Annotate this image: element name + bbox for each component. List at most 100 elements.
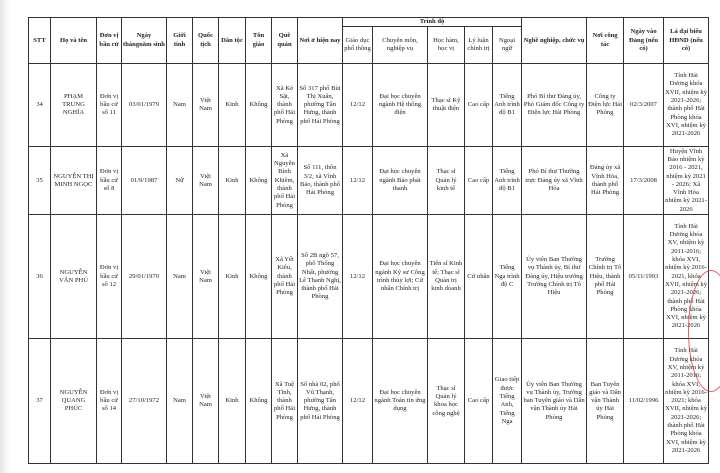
- header-job: Nghề nghiệp, chức vụ: [521, 16, 588, 65]
- cell-language: Tiếng Anh trình độ B1: [491, 63, 523, 148]
- cell-major: Đại học chuyên ngành Toán tin ứng dụng: [372, 338, 428, 465]
- cell-job: Phó Bí thư Thường trực Đảng ủy xã Vĩnh H…: [521, 146, 588, 216]
- cell-general-edu: 12/12: [342, 214, 373, 340]
- header-gender: Giới tính: [166, 16, 193, 65]
- cell-unit: Đơn vị bầu cử số 11: [96, 63, 122, 148]
- header-party-date: Ngày vào Đảng (nếu có): [623, 16, 665, 65]
- cell-gender: Nam: [166, 214, 193, 340]
- cell-name: NGUYỄN VĂN PHÚ: [50, 214, 97, 340]
- cell-name: NGUYỄN THỊ MINH NGỌC: [50, 146, 97, 216]
- cell-workplace: Đảng ủy xã Vĩnh Hòa, thành phố Hải Phòng: [586, 146, 625, 216]
- cell-residence: Số 111, thôn 3/2, xã Vĩnh Bảo, thành phố…: [297, 146, 343, 216]
- cell-dob: 03/01/1979: [121, 63, 167, 148]
- table-row: 37 NGUYỄN QUANG PHÚC Đơn vị bầu cử số 14 27…: [28, 338, 710, 465]
- cell-party-date: 11/02/1996: [623, 338, 665, 465]
- cell-degree: Thạc sĩ Quản lý kinh tế: [427, 146, 465, 216]
- cell-name: NGUYỄN QUANG PHÚC: [50, 338, 97, 465]
- cell-party-date: 17/3/2008: [623, 146, 665, 216]
- cell-political: Cử nhân: [464, 214, 493, 340]
- cell-residence: Số 317 phố Bùi Thị Xuân, phường Tân Hưng…: [297, 63, 343, 148]
- cell-residence: Số nhà 02, phố Vũ Thạnh, phường Tân Hưng…: [297, 338, 343, 465]
- cell-major: Đại học chuyên ngành Hệ thống điện: [372, 63, 428, 148]
- cell-religion: Không: [245, 63, 272, 148]
- candidate-table: STT Họ và tên Đơn vị bầu cử Ngày thángnă…: [28, 16, 710, 465]
- table-row: 35 NGUYỄN THỊ MINH NGỌC Đơn vị bầu cử số 8…: [28, 146, 710, 216]
- cell-job: Ủy viên Ban Thường vụ Thành ủy, Trưởng b…: [521, 338, 588, 465]
- cell-nationality: Việt Nam: [192, 338, 219, 465]
- header-political: Lý luận chính trị: [464, 26, 493, 65]
- cell-job: Ủy viên Ban Thường vụ Thành ủy, Bí thư Đ…: [521, 214, 588, 340]
- header-language: Ngoại ngữ: [491, 26, 523, 65]
- cell-ethnicity: Kinh: [218, 214, 246, 340]
- cell-degree: Thạc sĩ Quản lý khoa học công nghệ: [427, 338, 465, 465]
- cell-hometown: Xã Nguyễn Bỉnh Khiêm, thành phố Hải Phòn…: [271, 146, 298, 216]
- cell-major: Đại học chuyên ngành Kỹ sư Công trình th…: [372, 214, 428, 340]
- header-ethnicity: Dân tộc: [218, 16, 246, 65]
- cell-degree: Thạc sĩ Kỹ thuật điện: [427, 63, 465, 148]
- cell-political: Cao cấp: [464, 63, 493, 148]
- cell-unit: Đơn vị bầu cử số 8: [96, 146, 122, 216]
- cell-general-edu: 12/12: [342, 63, 373, 148]
- cell-hometown: Xã Yết Kiêu, thành phố Hải Phòng: [271, 214, 298, 340]
- cell-stt: 36: [28, 214, 51, 340]
- cell-unit: Đơn vị bầu cử số 12: [96, 214, 122, 340]
- cell-general-edu: 12/12: [342, 338, 373, 465]
- cell-name: PHẠM TRUNG NGHĨA: [50, 63, 97, 148]
- cell-religion: Không: [245, 146, 272, 216]
- cell-nationality: Việt Nam: [192, 146, 219, 216]
- header-religion: Tôn giáo: [245, 16, 272, 65]
- cell-language: Tiếng Anh trình độ B1: [491, 146, 523, 216]
- header-council: Là đại biểu HĐND (nếu có): [663, 16, 710, 65]
- cell-nationality: Việt Nam: [192, 63, 219, 148]
- header-general-edu: Giáo dục phổ thông: [342, 26, 373, 65]
- cell-council: Huyện Vĩnh Bảo nhiệm kỳ 2016 - 2021, nhi…: [663, 146, 710, 216]
- header-hometown: Quê quán: [271, 16, 298, 65]
- cell-ethnicity: Kinh: [218, 338, 246, 465]
- cell-gender: Nam: [166, 338, 193, 465]
- cell-dob: 29/01/1970: [121, 214, 167, 340]
- header-education-group: Trình độ: [341, 16, 523, 28]
- cell-dob: 01/9/1987: [121, 146, 167, 216]
- page-edge-shadow: [0, 0, 10, 473]
- cell-religion: Không: [245, 214, 272, 340]
- cell-workplace: Trường Chính trị Tô Hiệu, thành phố Hải …: [586, 214, 625, 340]
- cell-job: Phó Bí thư Đảng ủy, Phó Giám đốc Công ty…: [521, 63, 588, 148]
- table-row: 36 NGUYỄN VĂN PHÚ Đơn vị bầu cử số 12 29/01…: [28, 214, 710, 340]
- cell-stt: 37: [28, 338, 51, 465]
- cell-political: Cao cấp: [464, 146, 493, 216]
- cell-major: Đại học chuyên ngành Báo phát thanh: [372, 146, 428, 216]
- cell-party-date: 05/11/1993: [623, 214, 665, 340]
- cell-political: Cao cấp: [464, 338, 493, 465]
- table-row: 34 PHẠM TRUNG NGHĨA Đơn vị bầu cử số 11 03/…: [28, 63, 710, 148]
- cell-hometown: Xã Kẻ Sặt, thành phố Hải Phòng: [271, 63, 298, 148]
- cell-ethnicity: Kinh: [218, 146, 246, 216]
- cell-stt: 34: [28, 63, 51, 148]
- header-subrow: Giáo dục phổ thông Chuyên môn, nghiệp vụ…: [29, 26, 709, 65]
- header-workplace: Nơi công tác: [586, 16, 625, 65]
- cell-gender: Nữ: [166, 146, 193, 216]
- cell-workplace: Công ty Điện lực Hải Phòng: [586, 63, 625, 148]
- cell-unit: Đơn vị bầu cử số 14: [96, 338, 122, 465]
- cell-workplace: Ban Tuyên giáo và Dân vận Thành ủy Hải P…: [586, 338, 625, 465]
- cell-language: Giao tiếp được Tiếng Anh, Tiếng Nga: [491, 338, 523, 465]
- cell-general-edu: 12/12: [342, 146, 373, 216]
- header-residence: Nơi ở hiện nay: [297, 16, 343, 65]
- header-dob: Ngày thángnăm sinh: [121, 16, 167, 65]
- cell-council: Tỉnh Hải Dương khóa XVII, nhiệm kỳ 2021-…: [663, 63, 710, 148]
- cell-degree: Tiến sĩ Kinh tế; Thạc sĩ Quản trị kinh d…: [427, 214, 465, 340]
- cell-dob: 27/10/1972: [121, 338, 167, 465]
- header-name: Họ và tên: [50, 16, 97, 65]
- cell-party-date: 02/3/2007: [623, 63, 665, 148]
- cell-gender: Nam: [166, 63, 193, 148]
- cell-religion: Không: [245, 338, 272, 465]
- header-nationality: Quốc tịch: [192, 16, 219, 65]
- header-major: Chuyên môn, nghiệp vụ: [372, 26, 428, 65]
- header-unit: Đơn vị bầu cử: [96, 16, 122, 65]
- cell-language: Tiếng Nga trình độ C: [491, 214, 523, 340]
- header-row: STT Họ và tên Đơn vị bầu cử Ngày thángnă…: [28, 16, 710, 65]
- cell-hometown: Xã Tuệ Tĩnh, thành phố Hải Phòng: [271, 338, 298, 465]
- cell-residence: Số 2B ngõ 57, phố Thống Nhất, phường Lê …: [297, 214, 343, 340]
- cell-ethnicity: Kinh: [218, 63, 246, 148]
- cell-nationality: Việt Nam: [192, 214, 219, 340]
- header-degree: Học hàm, học vị: [427, 26, 465, 65]
